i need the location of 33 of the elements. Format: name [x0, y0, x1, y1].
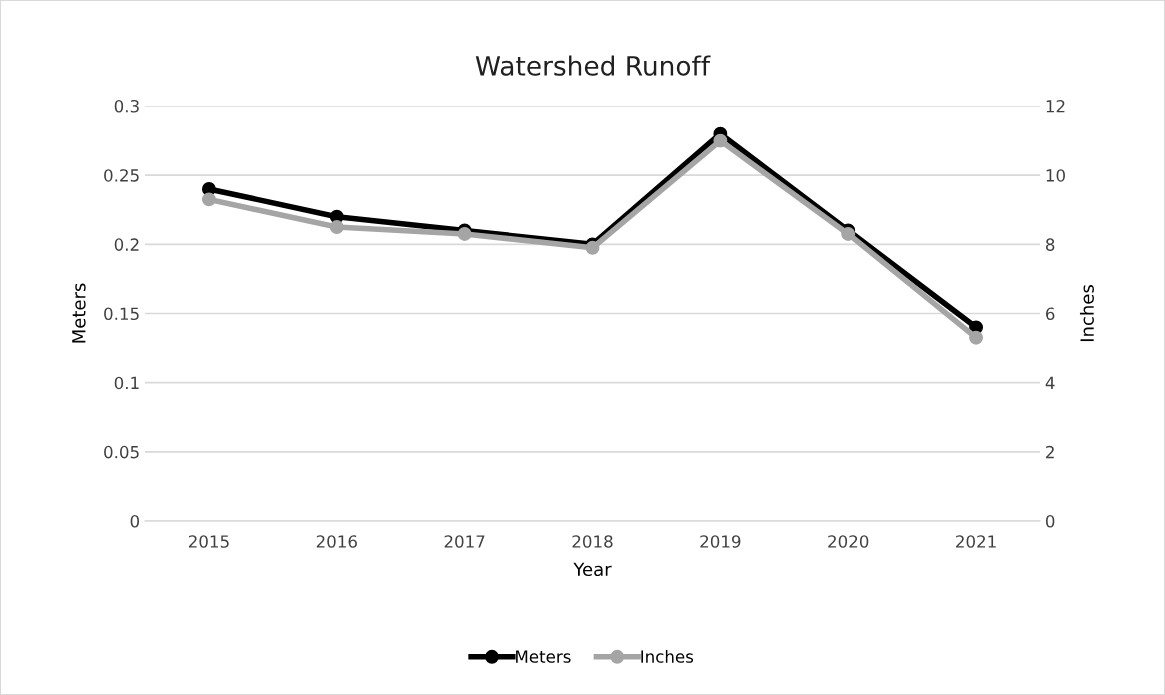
y-tick-label: 0.25	[104, 169, 139, 182]
point	[201, 192, 216, 207]
chart-title: Watershed Runoff	[475, 55, 711, 76]
y-tick-label: 0.3	[114, 99, 139, 113]
x-axis-title: Year	[573, 562, 612, 577]
y2-tick-label: 0	[1045, 514, 1055, 528]
x-tick-label: 2016	[316, 535, 357, 548]
y-tick-label: 0.1	[114, 376, 139, 390]
y2-tick-label: 4	[1045, 376, 1055, 389]
legend-label: Meters	[516, 650, 571, 663]
point	[969, 330, 984, 345]
x-tick-label: 2015	[188, 535, 229, 548]
legend-label: Inches	[641, 649, 694, 663]
point	[713, 133, 728, 148]
x-tick-label: 2021	[956, 535, 996, 548]
y-tick-label: 0.05	[104, 445, 139, 459]
y2-tick-label: 6	[1046, 307, 1055, 321]
y2-axis-title: Inches	[1079, 285, 1094, 342]
point	[841, 227, 856, 241]
x-tick-label: 2018	[572, 535, 613, 548]
y-tick-label: 0.2	[114, 238, 139, 251]
y2-tick-label: 12	[1046, 99, 1065, 113]
y-tick-label: 0	[130, 514, 140, 528]
x-tick-label: 2019	[700, 535, 741, 548]
y-tick-label: 0.15	[104, 307, 139, 321]
x-tick-label: 2017	[444, 535, 485, 548]
point	[329, 220, 344, 234]
y-axis-title: Meters	[72, 283, 86, 343]
x-tick-label: 2020	[828, 535, 869, 548]
y2-tick-label: 8	[1045, 238, 1055, 251]
y2-tick-label: 2	[1046, 445, 1054, 459]
point	[457, 227, 472, 241]
y2-tick-label: 10	[1046, 169, 1065, 182]
